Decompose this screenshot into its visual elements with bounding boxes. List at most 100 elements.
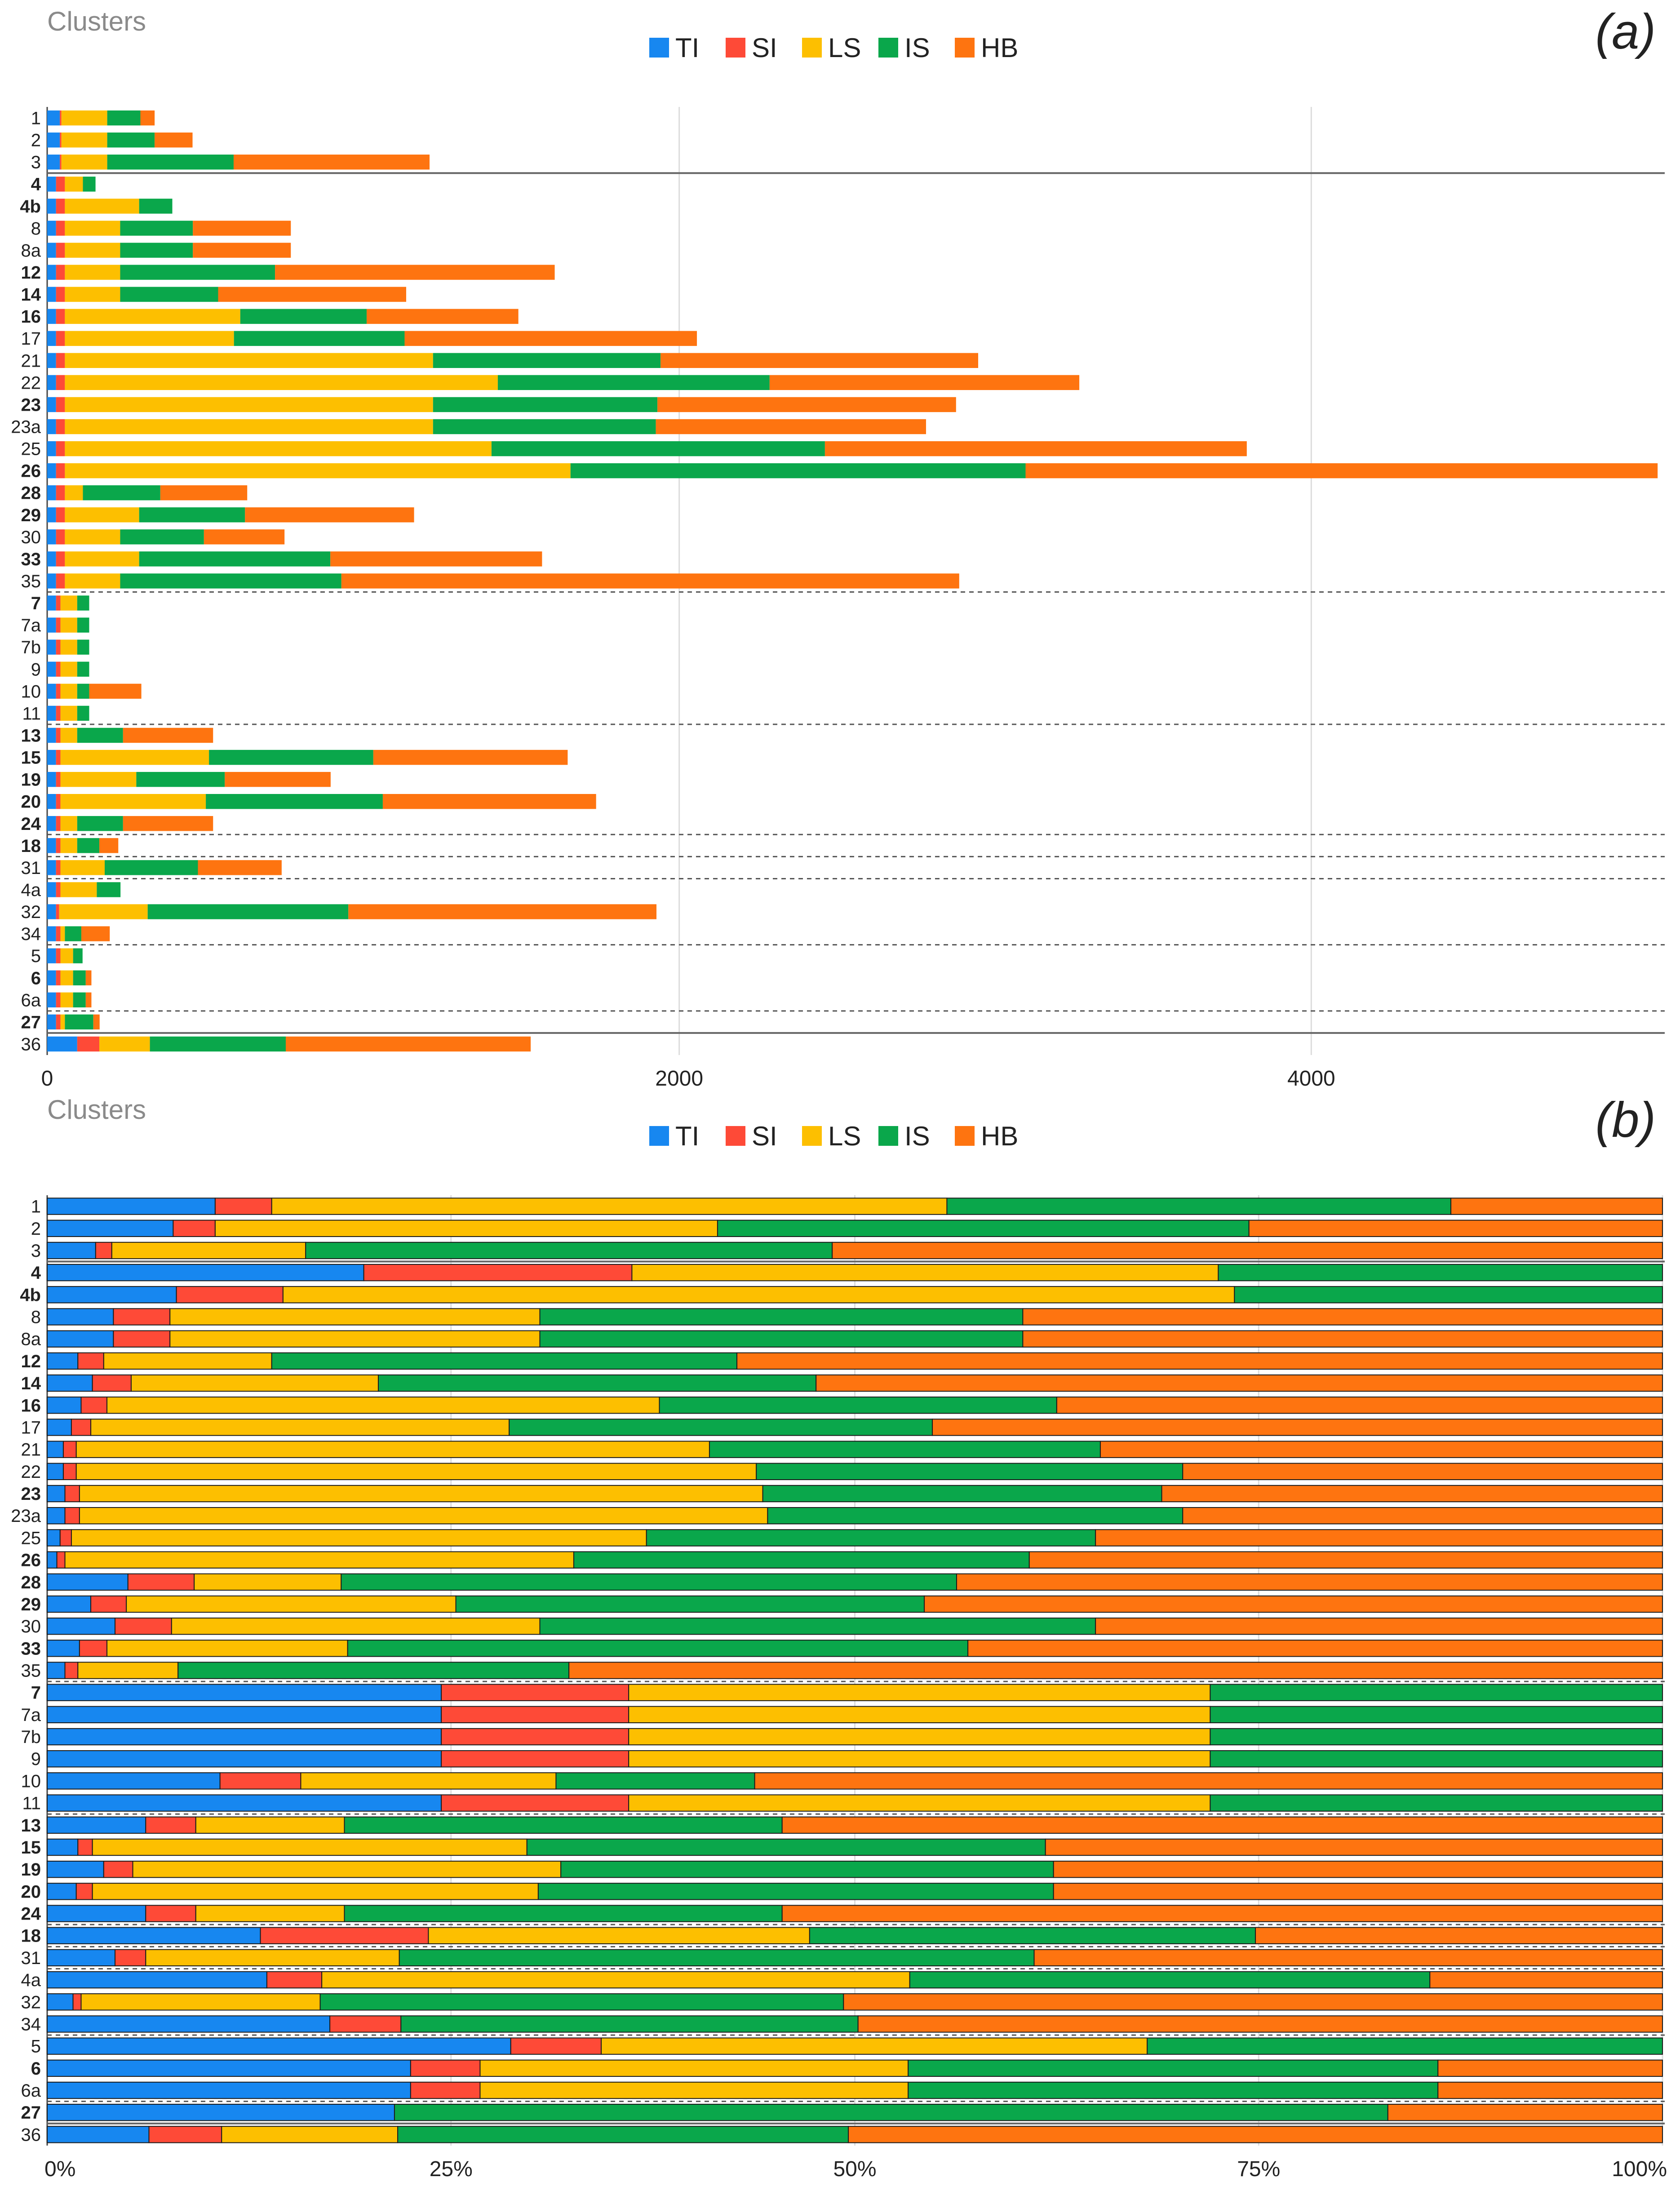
- panel-a-row-label-23a: 23a: [11, 417, 41, 437]
- panel-b-bar-18-is: [809, 1927, 1256, 1944]
- panel-b-row-label-19: 19: [21, 1860, 41, 1880]
- panel-b-row-label-2: 2: [31, 1219, 41, 1239]
- panel-a-plot: 12344b88a1214161721222323a25262829303335…: [11, 107, 1665, 1091]
- panel-a-bar-32-hb: [348, 904, 657, 919]
- panel-b-bar-30-si: [114, 1617, 172, 1635]
- panel-a-bar-16-ti: [47, 309, 56, 324]
- panel-b-bar-27-is: [394, 2104, 1388, 2121]
- panel-b-bar-23a-ls: [79, 1507, 768, 1525]
- panel-a-bar-18-ls: [60, 838, 77, 853]
- panel-b-bar-12-ti: [47, 1352, 79, 1370]
- panel-b-bar-1-si: [214, 1197, 272, 1215]
- panel-b-bar-32-ls: [80, 1993, 321, 2011]
- panel-a-bar-10-si: [56, 683, 61, 699]
- panel-a-bar-4-si: [56, 177, 65, 192]
- panel-a-bar-36-is: [150, 1036, 286, 1052]
- panel-a-bar-29-hb: [245, 507, 414, 523]
- panel-a-bar-6-ti: [47, 970, 56, 985]
- panel-b-bar-4-si: [363, 1264, 633, 1282]
- panel-a-bar-10-is: [77, 683, 89, 699]
- panel-b-bar-1-ti: [47, 1197, 216, 1215]
- panel-b-bar-26-is: [573, 1551, 1030, 1569]
- panel-a-bar-7b-ls: [60, 639, 77, 655]
- panel-a-bar-17-si: [56, 331, 65, 346]
- panel-a-x-tick-label-1: 2000: [655, 1067, 703, 1091]
- panel-b-bar-20-ls: [92, 1883, 539, 1900]
- panel-a-bar-24-is: [77, 816, 123, 831]
- panel-a-bar-15-si: [56, 749, 61, 765]
- panel-a-legend-swatch-hb: [955, 38, 975, 58]
- panel-a-bar-4b-si: [56, 199, 65, 214]
- panel-a-bar-7b-si: [56, 639, 61, 655]
- panel-a-bar-9-si: [56, 661, 61, 677]
- panel-b-x-tick-label-1: 25%: [430, 2157, 473, 2181]
- panel-a-bar-8-si: [56, 221, 65, 236]
- panel-a-bar-28-si: [56, 485, 65, 501]
- panel-a-bar-30-ti: [47, 529, 56, 545]
- panel-b-bar-7b-ls: [628, 1728, 1211, 1746]
- panel-a-bar-30-is: [120, 529, 204, 545]
- panel-b-row-label-34: 34: [21, 2014, 41, 2034]
- panel-a-bar-33-is: [139, 551, 331, 567]
- panel-a-bar-29-ti: [47, 507, 56, 523]
- panel-b-bar-20-is: [537, 1883, 1054, 1900]
- panel-a-bar-7-ti: [47, 595, 56, 611]
- panel-b-bar-8-is: [539, 1308, 1024, 1326]
- panel-a-bar-34-is: [65, 926, 81, 941]
- panel-b-bar-10-ls: [300, 1772, 557, 1790]
- panel-a-bar-1-is: [107, 110, 141, 126]
- panel-a-row-label-18: 18: [21, 836, 41, 856]
- panel-a-bar-8a-ls: [65, 243, 120, 258]
- panel-a-bar-26-ti: [47, 463, 56, 479]
- panel-a-bar-14-ls: [65, 287, 120, 302]
- panel-a-row-label-25: 25: [21, 439, 41, 459]
- panel-b-row-label-6a: 6a: [21, 2081, 41, 2101]
- panel-b-bar-3-hb: [832, 1242, 1663, 1259]
- panel-b-bar-18-ti: [47, 1927, 261, 1944]
- panel-b-bar-6a-ti: [47, 2081, 411, 2099]
- panel-b-bar-4-ti: [47, 1264, 364, 1282]
- panel-b-bar-20-ti: [47, 1883, 77, 1900]
- panel-a-bar-6-hb: [85, 970, 92, 985]
- panel-a-bar-32-ti: [47, 904, 56, 919]
- panel-a-bar-16-is: [240, 309, 367, 324]
- panel-a-bar-19-si: [56, 772, 61, 787]
- panel-b-bar-17-si: [71, 1419, 92, 1436]
- panel-b-bar-24-hb: [781, 1905, 1663, 1922]
- panel-a-bar-2-ls: [61, 132, 107, 148]
- panel-b-bar-6a-hb: [1437, 2081, 1663, 2099]
- panel-a-bar-36-si: [77, 1036, 100, 1052]
- panel-a-bar-21-ls: [65, 353, 433, 368]
- panel-b-row-label-26: 26: [21, 1551, 41, 1570]
- panel-b-bar-4b-ls: [282, 1286, 1235, 1304]
- panel-b-row-label-4a: 4a: [21, 1970, 41, 1990]
- panel-b-bar-7b-is: [1210, 1728, 1663, 1746]
- panel-b-bar-17-hb: [932, 1419, 1663, 1436]
- panel-b-bar-4-is: [1218, 1264, 1663, 1282]
- panel-b-bar-15-si: [77, 1838, 93, 1856]
- panel-b-bar-32-ti: [47, 1993, 74, 2011]
- panel-a-bar-36-ti: [47, 1036, 77, 1052]
- panel-b-bar-3-si: [95, 1242, 112, 1259]
- panel-a-bar-25-is: [491, 441, 825, 457]
- panel-b-bar-24-is: [344, 1905, 783, 1922]
- panel-b-bar-23a-is: [767, 1507, 1184, 1525]
- panel-a-row-label-23: 23: [21, 395, 41, 415]
- panel-a-bar-7a-ti: [47, 617, 56, 633]
- panel-b-bar-28-hb: [956, 1573, 1663, 1591]
- panel-b-legend-label-is: IS: [904, 1121, 930, 1151]
- panel-a-bar-6a-si: [56, 992, 61, 1008]
- panel-b-bar-19-is: [560, 1860, 1054, 1878]
- panel-b-bar-18-si: [260, 1927, 429, 1944]
- panel-a-bar-17-ti: [47, 331, 56, 346]
- panel-b-bar-22-is: [756, 1463, 1184, 1481]
- panel-a-bar-30-hb: [204, 529, 285, 545]
- panel-b-bar-7a-ti: [47, 1706, 442, 1724]
- panel-b-legend-swatch-ls: [802, 1126, 822, 1146]
- panel-b-bar-6-ls: [479, 2059, 909, 2077]
- panel-a-bar-4-ti: [47, 177, 56, 192]
- panel-a-bar-3-is: [107, 154, 234, 170]
- panel-b-bar-17-is: [509, 1419, 933, 1436]
- panel-b-bar-22-ls: [75, 1463, 757, 1481]
